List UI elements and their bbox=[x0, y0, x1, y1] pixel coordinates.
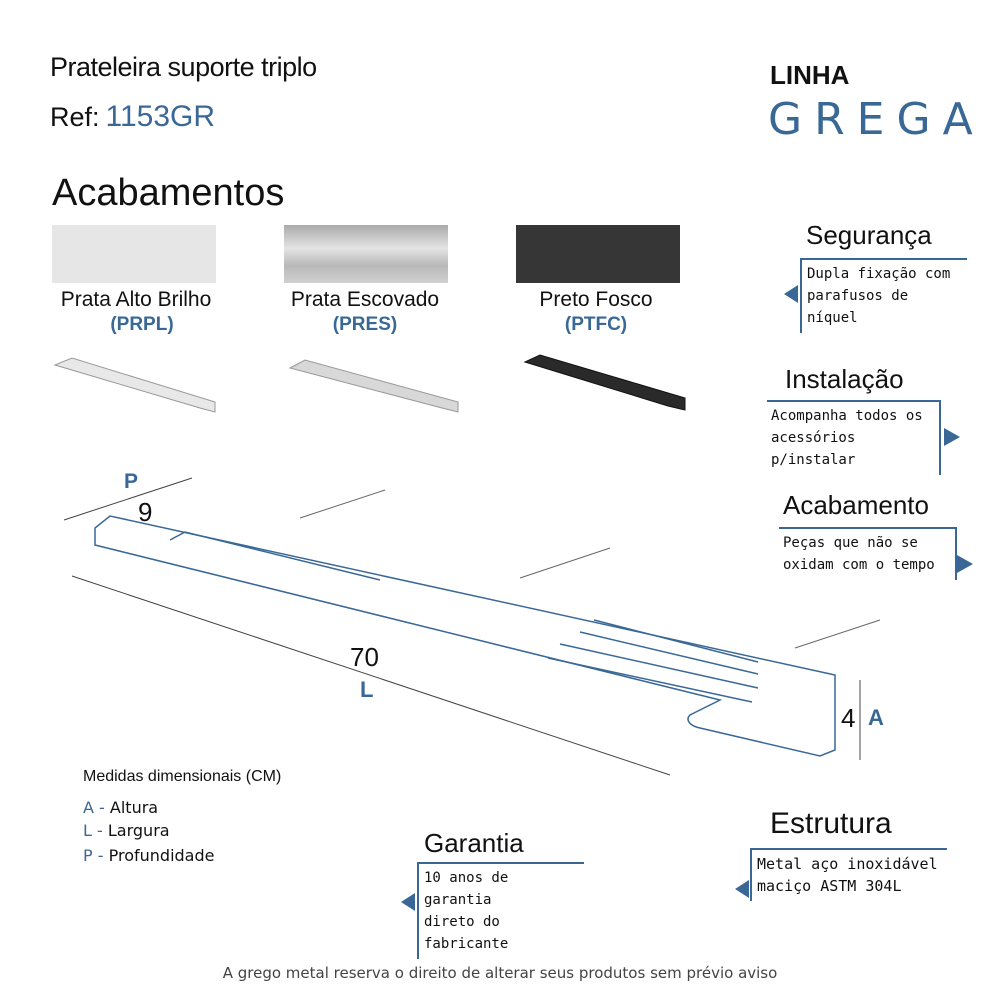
finish-code: (PTFC) bbox=[564, 314, 628, 335]
arrow-left-icon bbox=[784, 285, 798, 303]
height-letter: A bbox=[868, 705, 884, 730]
finishes-heading: Acabamentos bbox=[52, 172, 285, 214]
product-ref: Ref: 1153GR bbox=[50, 100, 215, 134]
legend-item: L - Largura bbox=[83, 821, 170, 840]
depth-value: 9 bbox=[138, 497, 153, 527]
feature-title: Acabamento bbox=[783, 490, 929, 520]
line-label: LINHA bbox=[770, 60, 850, 90]
shelf-thumb-pres bbox=[288, 359, 459, 413]
legend-item: A - Altura bbox=[83, 798, 159, 817]
shelf-thumb-prpl bbox=[53, 357, 216, 413]
depth-letter: P bbox=[124, 470, 139, 493]
length-letter: L bbox=[360, 677, 374, 702]
shelf-dimension-drawing bbox=[63, 477, 881, 776]
shelf-thumb-ptfc bbox=[523, 354, 686, 411]
arrow-right-icon bbox=[957, 555, 973, 573]
legend-item: P - Profundidade bbox=[83, 846, 215, 865]
finish-name: Prata Alto Brilho bbox=[60, 288, 212, 311]
feature-text: Metal aço inoxidável maciço ASTM 304L bbox=[750, 848, 947, 901]
feature-title: Garantia bbox=[424, 828, 524, 858]
line-name-logo: GREGA bbox=[768, 94, 985, 145]
finish-code: (PRPL) bbox=[110, 314, 174, 335]
feature-text: Dupla fixação com parafusos de níquel bbox=[800, 258, 967, 333]
swatch-prpl bbox=[52, 225, 216, 283]
finish-product-images bbox=[53, 354, 686, 413]
dimension-lines bbox=[63, 477, 861, 776]
feature-title: Segurança bbox=[806, 220, 932, 250]
product-title: Prateleira suporte triplo bbox=[50, 52, 317, 82]
footer-disclaimer: A grego metal reserva o direito de alter… bbox=[222, 964, 778, 982]
swatch-ptfc bbox=[516, 225, 680, 283]
feature-text: Peças que não se oxidam com o tempo bbox=[779, 527, 957, 580]
feature-title: Estrutura bbox=[770, 807, 892, 840]
ref-value: 1153GR bbox=[105, 100, 216, 133]
finish-name: Prata Escovado bbox=[290, 288, 440, 311]
swatch-pres bbox=[284, 225, 448, 283]
height-value: 4 bbox=[841, 703, 856, 733]
ref-label: Ref: bbox=[50, 102, 100, 132]
arrow-left-icon bbox=[401, 893, 415, 911]
feature-text: 10 anos de garantia direto do fabricante bbox=[417, 862, 584, 959]
legend-heading: Medidas dimensionais (CM) bbox=[83, 768, 282, 785]
arrow-left-icon bbox=[735, 880, 749, 898]
feature-text: Acompanha todos os acessórios p/instalar bbox=[767, 400, 941, 475]
arrow-right-icon bbox=[944, 428, 960, 446]
shelf-outline bbox=[94, 515, 836, 757]
feature-title: Instalação bbox=[785, 364, 904, 394]
finish-code: (PRES) bbox=[332, 314, 398, 335]
screw-icon bbox=[299, 489, 881, 649]
length-value: 70 bbox=[350, 642, 379, 672]
finish-name: Preto Fosco bbox=[539, 288, 653, 311]
